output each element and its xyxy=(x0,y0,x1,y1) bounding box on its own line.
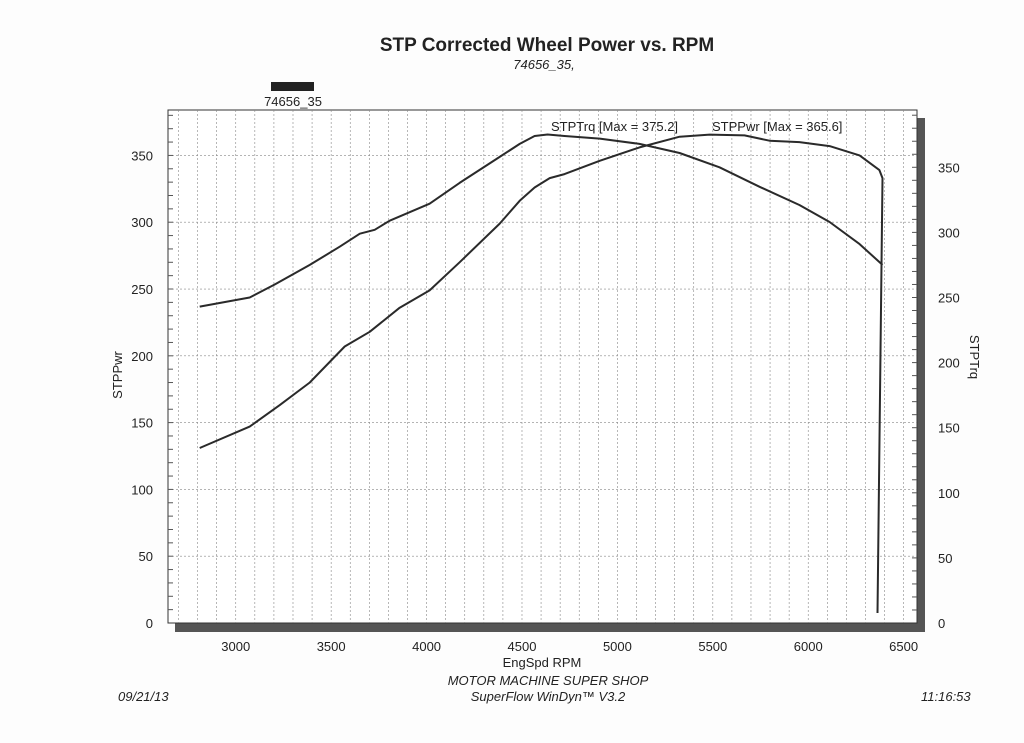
chart-title: STP Corrected Wheel Power vs. RPM xyxy=(379,35,715,56)
y-left-tick-label: 300 xyxy=(131,215,153,230)
y-left-axis-label: STPPwr xyxy=(110,350,125,398)
x-tick-label: 4000 xyxy=(412,639,441,654)
x-tick-label: 3000 xyxy=(221,639,250,654)
run-swatch xyxy=(271,82,314,91)
plot-shadow-bottom xyxy=(175,623,925,632)
x-tick-label: 6000 xyxy=(794,639,823,654)
legend-power: STPPwr [Max = 365.6] xyxy=(712,119,842,134)
x-tick-label: 5000 xyxy=(603,639,632,654)
software-version: SuperFlow WinDyn™ V3.2 xyxy=(470,689,626,704)
x-tick-label: 3500 xyxy=(317,639,346,654)
plot-shadow-right xyxy=(917,118,925,632)
x-tick-label: 6500 xyxy=(889,639,918,654)
y-right-tick-label: 250 xyxy=(938,290,960,305)
y-right-axis-label: STPTrq xyxy=(967,335,982,379)
plot-area xyxy=(167,109,918,624)
y-right-tick-label: 100 xyxy=(938,486,960,501)
y-left-tick-label: 50 xyxy=(139,549,153,564)
y-left-tick-label: 200 xyxy=(131,349,153,364)
run-date: 09/21/13 xyxy=(118,689,169,704)
y-left-tick-label: 100 xyxy=(131,482,153,497)
y-left-tick-label: 0 xyxy=(146,616,153,631)
y-right-tick-label: 350 xyxy=(938,160,960,175)
chart-subtitle: 74656_35, xyxy=(513,57,575,72)
run-label: 74656_35 xyxy=(264,94,322,109)
y-right-tick-label: 200 xyxy=(938,356,960,371)
x-tick-label: 5500 xyxy=(698,639,727,654)
y-right-tick-label: 300 xyxy=(938,225,960,240)
legend-torque: STPTrq [Max = 375.2] xyxy=(551,119,678,134)
series-line-stptrq xyxy=(199,133,884,308)
x-tick-label: 4500 xyxy=(508,639,537,654)
x-axis-label: EngSpd RPM xyxy=(503,655,582,670)
y-left-tick-label: 350 xyxy=(131,148,153,163)
y-left-tick-label: 150 xyxy=(131,416,153,431)
y-right-tick-label: 150 xyxy=(938,421,960,436)
shop-name: MOTOR MACHINE SUPER SHOP xyxy=(447,673,649,688)
y-right-tick-label: 0 xyxy=(938,616,945,631)
y-left-tick-label: 250 xyxy=(131,282,153,297)
y-right-tick-label: 50 xyxy=(938,551,952,566)
series-line-stppwr xyxy=(199,133,884,614)
run-time: 11:16:53 xyxy=(921,689,971,704)
